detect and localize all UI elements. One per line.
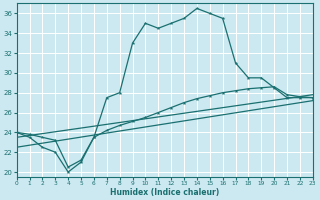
X-axis label: Humidex (Indice chaleur): Humidex (Indice chaleur) [110,188,219,197]
